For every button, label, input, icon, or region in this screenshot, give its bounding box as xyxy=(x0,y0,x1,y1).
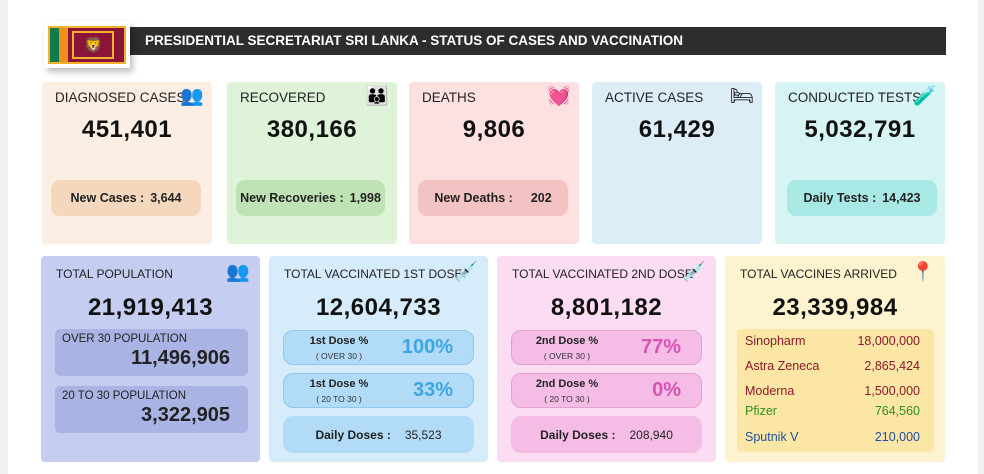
page-title: PRESIDENTIAL SECRETARIAT SRI LANKA - STA… xyxy=(128,27,946,55)
vaccine-row: Pfizer 764,560 xyxy=(745,404,920,418)
first-dose-daily-box: Daily Doses : 35,523 xyxy=(283,416,474,453)
hospital-bed-icon: 🛏 xyxy=(729,86,754,107)
active-cases-card: ACTIVE CASES 🛏 61,429 xyxy=(592,82,762,244)
location-pin-icon: 📍 xyxy=(911,262,935,283)
second-dose-20-to-30-box: 2nd Dose % ( 20 TO 30 ) 0% xyxy=(511,373,702,408)
active-cases-value: 61,429 xyxy=(638,116,716,143)
second-dose-daily-box: Daily Doses : 208,940 xyxy=(511,416,702,453)
panel-label: TOTAL VACCINATED 1ST DOSE xyxy=(284,267,463,281)
over-30-population-box: OVER 30 POPULATION 11,496,906 xyxy=(55,329,248,376)
vaccine-row: Moderna 1,500,000 xyxy=(745,384,920,398)
heartbeat-icon: 💓 xyxy=(547,86,571,107)
diagnosed-cases-card: DIAGNOSED CASES 👥 451,401 New Cases : 3,… xyxy=(42,82,212,244)
syringe-icon: 💉 xyxy=(682,262,706,283)
card-label: CONDUCTED TESTS xyxy=(788,90,922,105)
dashboard-canvas: 🦁 PRESIDENTIAL SECRETARIAT SRI LANKA - S… xyxy=(8,0,978,474)
new-recoveries-pill: New Recoveries : 1,998 xyxy=(236,180,385,216)
card-label: DIAGNOSED CASES xyxy=(55,90,186,105)
card-label: RECOVERED xyxy=(240,90,326,105)
second-dose-value: 8,801,182 xyxy=(550,294,663,321)
panel-label: TOTAL VACCINES ARRIVED xyxy=(740,267,897,281)
new-deaths-pill: New Deaths : 202 xyxy=(418,180,568,216)
vaccine-row: Sputnik V 210,000 xyxy=(745,430,920,444)
population-icon: 👥 xyxy=(226,262,250,283)
first-dose-panel: TOTAL VACCINATED 1ST DOSE 💉 12,604,733 1… xyxy=(269,256,488,462)
total-population-panel: TOTAL POPULATION 👥 21,919,413 OVER 30 PO… xyxy=(41,256,260,462)
deaths-value: 9,806 xyxy=(462,116,526,143)
panel-label: TOTAL POPULATION xyxy=(56,267,173,281)
lion-icon: 🦁 xyxy=(72,31,114,59)
total-population-value: 21,919,413 xyxy=(87,294,214,321)
conducted-tests-card: CONDUCTED TESTS 🧪 5,032,791 Daily Tests … xyxy=(775,82,945,244)
vaccine-row: Astra Zeneca 2,865,424 xyxy=(745,359,920,373)
second-dose-over-30-box: 2nd Dose % ( OVER 30 ) 77% xyxy=(511,330,702,365)
second-dose-panel: TOTAL VACCINATED 2ND DOSE 💉 8,801,182 2n… xyxy=(497,256,716,462)
card-label: ACTIVE CASES xyxy=(605,90,704,105)
vaccines-arrived-panel: TOTAL VACCINES ARRIVED 📍 23,339,984 Sino… xyxy=(725,256,945,462)
daily-tests-pill: Daily Tests : 14,423 xyxy=(787,180,937,216)
first-dose-20-to-30-box: 1st Dose % ( 20 TO 30 ) 33% xyxy=(283,373,474,408)
recovered-value: 380,166 xyxy=(266,116,358,143)
card-label: DEATHS xyxy=(422,90,476,105)
deaths-card: DEATHS 💓 9,806 New Deaths : 202 xyxy=(409,82,579,244)
vaccines-arrived-value: 23,339,984 xyxy=(772,294,898,321)
vaccine-list: Sinopharm 18,000,000 Astra Zeneca 2,865,… xyxy=(737,329,934,452)
syringe-icon: 💉 xyxy=(454,262,478,283)
first-dose-over-30-box: 1st Dose % ( OVER 30 ) 100% xyxy=(283,330,474,365)
diagnosed-cases-value: 451,401 xyxy=(81,116,173,143)
new-cases-pill: New Cases : 3,644 xyxy=(51,180,201,216)
test-tubes-icon: 🧪 xyxy=(913,86,937,107)
vaccine-row: Sinopharm 18,000,000 xyxy=(745,334,920,348)
first-dose-value: 12,604,733 xyxy=(315,294,442,321)
20-to-30-population-box: 20 TO 30 POPULATION 3,322,905 xyxy=(55,386,248,433)
panel-label: TOTAL VACCINATED 2ND DOSE xyxy=(512,267,693,281)
recovered-card: RECOVERED 👪 380,166 New Recoveries : 1,9… xyxy=(227,82,397,244)
people-group-icon: 👥 xyxy=(180,86,204,107)
conducted-tests-value: 5,032,791 xyxy=(804,116,916,143)
recovered-people-icon: 👪 xyxy=(365,86,389,107)
sri-lanka-flag: 🦁 xyxy=(44,22,130,68)
